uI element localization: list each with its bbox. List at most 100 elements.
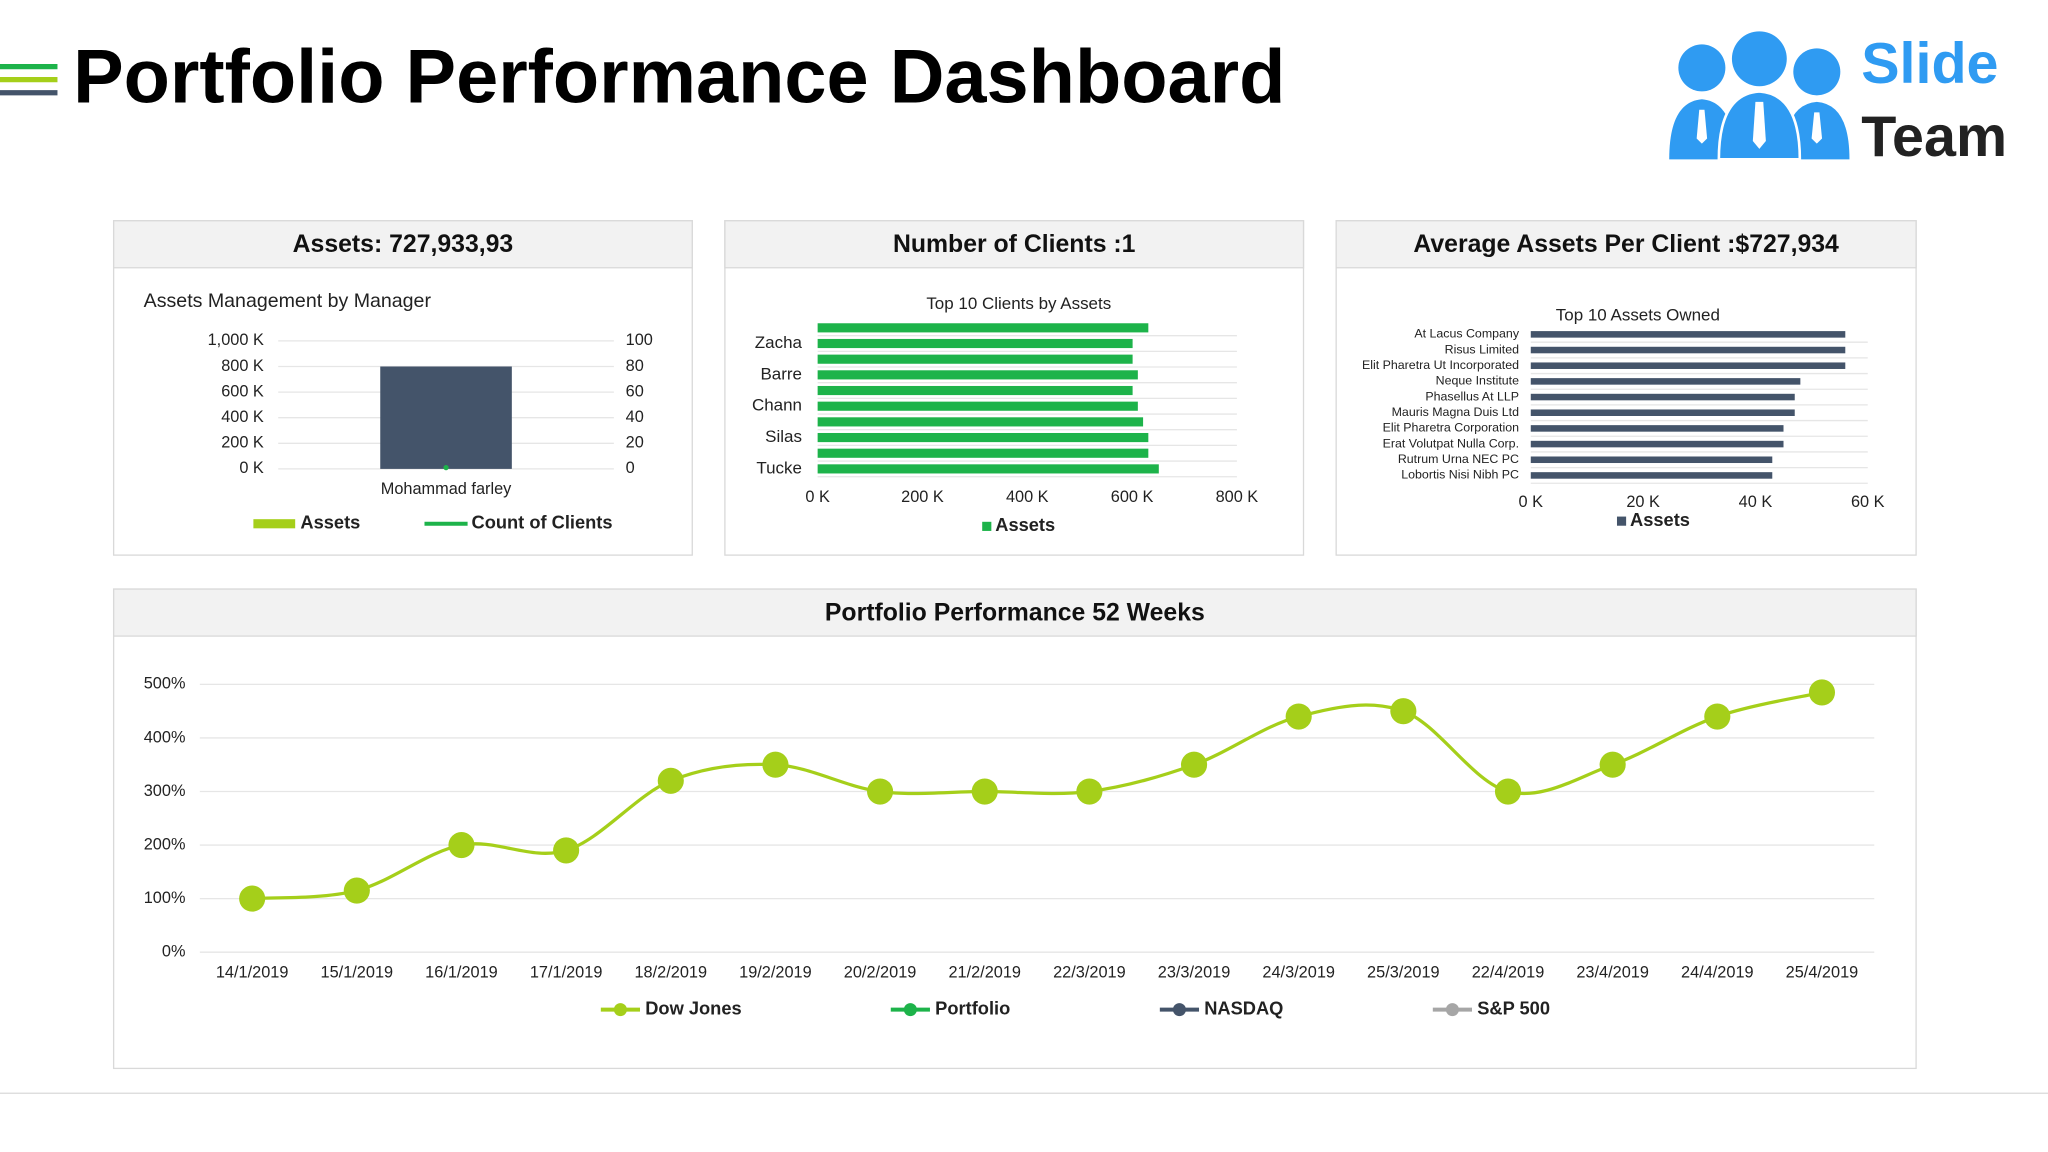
chart-title: Assets Management by Manager [144, 290, 432, 312]
line-point [1076, 778, 1103, 805]
y-tick-label: 800 K [221, 357, 264, 375]
bar [1530, 378, 1801, 385]
logo-tie [1696, 109, 1708, 144]
x-tick-label: 19/2/2019 [739, 963, 812, 981]
line-point [657, 767, 684, 794]
bar [817, 401, 1138, 411]
panel-header [112, 588, 1917, 637]
line-point [239, 885, 266, 912]
bar [817, 338, 1133, 349]
y-tick-label: Risus Limited [1445, 342, 1519, 356]
y-tick-label: Lobortis Nisi Nibh PC [1401, 468, 1519, 482]
bar [817, 370, 1138, 380]
bar [817, 464, 1159, 474]
y-tick-label: Phasellus At LLP [1425, 389, 1519, 403]
y-tick-label: 600 K [221, 382, 264, 400]
line-point [553, 837, 580, 864]
line-point [1599, 751, 1626, 778]
logo-tie [1811, 112, 1823, 144]
x-tick-label: 400 K [1006, 488, 1049, 506]
bar [1530, 346, 1846, 354]
y-tick-label: Tucke [756, 458, 802, 477]
line-point [867, 778, 894, 805]
panel-header [724, 220, 1305, 269]
legend-swatch [982, 521, 992, 531]
panel [1335, 220, 1917, 556]
y2-tick-label: 0 [626, 459, 635, 477]
y-tick-label: 1,000 K [208, 331, 264, 349]
legend-label: S&P 500 [1477, 997, 1550, 1018]
legend-label: Count of Clients [472, 512, 613, 533]
x-tick-label: 24/4/2019 [1681, 963, 1754, 981]
x-tick-label: 25/4/2019 [1786, 963, 1859, 981]
y-tick-label: 300% [144, 782, 186, 800]
y-tick-label: At Lacus Company [1414, 327, 1519, 341]
legend-label: Portfolio [935, 997, 1010, 1018]
legend-label: NASDAQ [1204, 997, 1283, 1018]
y-tick-label: 200 K [221, 434, 264, 452]
legend-label: Assets [1630, 509, 1690, 530]
x-tick-label: 22/4/2019 [1472, 963, 1545, 981]
line-point [1285, 703, 1312, 730]
x-tick-label: 17/1/2019 [530, 963, 603, 981]
x-tick-label: 0 K [1519, 493, 1544, 511]
bar [1530, 362, 1846, 369]
y-tick-label: Silas [765, 427, 802, 446]
bar [1530, 425, 1784, 432]
line-point [762, 751, 789, 778]
x-tick-label: 600 K [1111, 488, 1154, 506]
y2-tick-label: 60 [626, 382, 644, 400]
line-point [1494, 778, 1522, 805]
bar [817, 432, 1149, 443]
legend-label: Assets [995, 514, 1055, 535]
y-tick-label: Mauris Magna Duis Ltd [1392, 405, 1520, 419]
bar [1530, 393, 1795, 401]
chart-title: Top 10 Clients by Assets [926, 294, 1111, 313]
y-tick-label: 400% [144, 728, 186, 746]
y-tick-label: 200% [144, 835, 186, 853]
y-tick-label: 0% [162, 942, 186, 960]
bar [817, 323, 1149, 333]
panel-header [112, 220, 693, 269]
bar [817, 417, 1144, 427]
legend-swatch [1616, 516, 1627, 526]
y-tick-label: Chann [752, 396, 802, 415]
legend-swatch [903, 1003, 917, 1017]
line-point [1180, 751, 1208, 778]
x-tick-label: 18/2/2019 [634, 963, 707, 981]
y-tick-label: Elit Pharetra Corporation [1383, 421, 1519, 435]
x-tick-label: 24/3/2019 [1262, 963, 1335, 981]
line-point [1808, 679, 1836, 706]
x-tick-label: 22/3/2019 [1053, 963, 1126, 981]
bar [817, 385, 1133, 396]
x-tick-label: 16/1/2019 [425, 963, 498, 981]
chart-title: Top 10 Assets Owned [1556, 306, 1720, 325]
bar [1530, 409, 1795, 416]
legend-label: Dow Jones [645, 997, 741, 1018]
y-tick-label: Rutrum Urna NEC PC [1398, 452, 1519, 466]
line-point [343, 877, 370, 904]
x-tick-label: 14/1/2019 [216, 963, 289, 981]
legend-swatch [1172, 1003, 1186, 1017]
y2-tick-label: 40 [626, 408, 644, 426]
panel-title: Portfolio Performance 52 Weeks [825, 599, 1205, 626]
bar [1530, 440, 1784, 448]
logo-text: Slide [1861, 32, 1998, 96]
x-tick-label: 25/3/2019 [1367, 963, 1440, 981]
y-tick-label: Erat Volutpat Nulla Corp. [1383, 436, 1519, 450]
x-tick-label: 800 K [1216, 488, 1259, 506]
line-point [1704, 703, 1731, 730]
y-tick-label: 100% [144, 889, 186, 907]
panel-title: Number of Clients :1 [893, 231, 1136, 258]
logo-tie [1752, 101, 1766, 149]
x-tick-label: 0 K [805, 488, 830, 506]
panel-header [1335, 220, 1917, 269]
logo-text: Team [1861, 105, 2007, 169]
panel-title: Assets: 727,933,93 [293, 231, 514, 258]
y-tick-label: 0 K [239, 459, 264, 477]
x-tick-label: 20/2/2019 [844, 963, 917, 981]
y-tick-label: 400 K [221, 408, 264, 426]
bar [380, 366, 512, 469]
x-tick-label: 40 K [1739, 493, 1773, 511]
